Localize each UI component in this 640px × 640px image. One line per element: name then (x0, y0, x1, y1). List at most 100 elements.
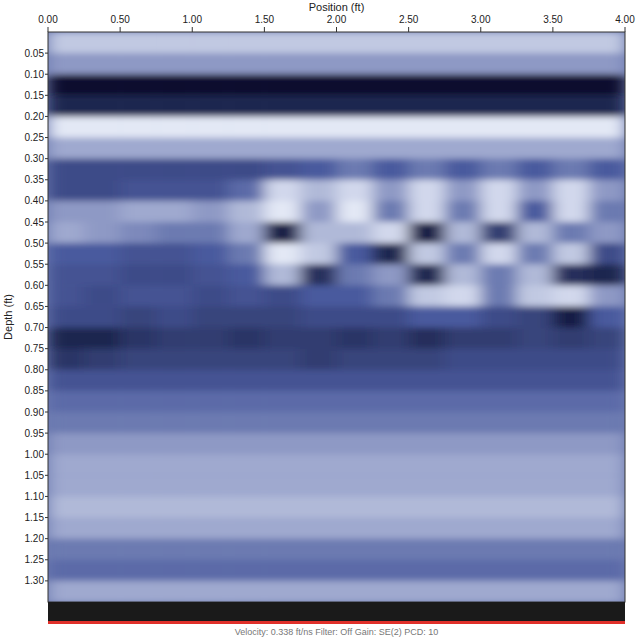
heatmap-cell (264, 74, 301, 96)
heatmap-cell (300, 581, 337, 602)
heatmap-cell (373, 433, 410, 455)
y-tick (45, 137, 48, 138)
heatmap-cell (84, 581, 121, 602)
heatmap-cell (373, 370, 410, 392)
heatmap-cell (120, 180, 157, 202)
heatmap-cell (156, 433, 193, 455)
y-tick-label: 1.00 (25, 449, 45, 460)
heatmap-cell (445, 243, 482, 265)
heatmap-cell (337, 454, 374, 476)
heatmap-cell (481, 53, 518, 75)
heatmap-cell (445, 180, 482, 202)
heatmap-cell (84, 560, 121, 582)
heatmap-cell (300, 475, 337, 497)
heatmap-cell (228, 222, 265, 244)
x-tick-label: 4.00 (615, 14, 635, 25)
heatmap-cell (300, 264, 337, 286)
heatmap-cell (481, 32, 518, 54)
heatmap-cell (445, 222, 482, 244)
heatmap-cell (373, 138, 410, 160)
heatmap-cell (156, 560, 193, 582)
heatmap-cell (589, 433, 625, 455)
heatmap-cell (48, 454, 85, 476)
heatmap-cell (84, 306, 121, 328)
heatmap-cell (228, 159, 265, 181)
heatmap-cell (48, 116, 85, 138)
y-tick (45, 306, 48, 307)
heatmap-cell (337, 370, 374, 392)
heatmap-cell (264, 349, 301, 371)
heatmap-cell (373, 539, 410, 561)
heatmap-cell (84, 349, 121, 371)
heatmap-cell (228, 328, 265, 350)
heatmap-cell (337, 138, 374, 160)
heatmap-cell (300, 412, 337, 434)
heatmap-cell (445, 370, 482, 392)
y-tick (45, 264, 48, 265)
heatmap-cell (120, 138, 157, 160)
heatmap-cell (481, 581, 518, 602)
heatmap-cell (553, 32, 590, 54)
heatmap-cell (445, 539, 482, 561)
heatmap-cell (589, 306, 625, 328)
heatmap-cell (409, 180, 446, 202)
heatmap-cell (337, 349, 374, 371)
y-tick-label: 1.10 (25, 491, 45, 502)
heatmap-cell (156, 95, 193, 117)
heatmap-cell (409, 285, 446, 307)
heatmap-cell (373, 454, 410, 476)
heatmap-cell (373, 412, 410, 434)
heatmap-cell (48, 243, 85, 265)
heatmap-cell (409, 518, 446, 540)
heatmap-cell (264, 391, 301, 413)
heatmap-cell (517, 349, 554, 371)
heatmap-cell (84, 518, 121, 540)
heatmap-cell (337, 243, 374, 265)
heatmap-cell (48, 32, 85, 54)
x-tick (120, 27, 121, 32)
heatmap-cell (156, 328, 193, 350)
heatmap-cell (589, 454, 625, 476)
heatmap-cell (300, 370, 337, 392)
heatmap-cell (445, 560, 482, 582)
heatmap-cell (481, 306, 518, 328)
y-tick-label: 1.20 (25, 533, 45, 544)
heatmap-cell (373, 560, 410, 582)
heatmap-cell (156, 53, 193, 75)
heatmap-cell (48, 539, 85, 561)
heatmap-cell (84, 116, 121, 138)
heatmap-cell (517, 95, 554, 117)
heatmap-cell (337, 581, 374, 602)
heatmap-cell (337, 328, 374, 350)
heatmap-cell (337, 285, 374, 307)
heatmap-cell (120, 222, 157, 244)
y-tick (45, 53, 48, 54)
heatmap-cell (481, 74, 518, 96)
x-tick-label: 0.50 (110, 14, 130, 25)
heatmap-cell (589, 222, 625, 244)
heatmap-cell (409, 328, 446, 350)
heatmap-cell (300, 222, 337, 244)
heatmap-cell (373, 581, 410, 602)
heatmap-cell (264, 53, 301, 75)
heatmap-cell (481, 95, 518, 117)
heatmap-cell (228, 243, 265, 265)
heatmap-cell (589, 475, 625, 497)
heatmap-cell (373, 32, 410, 54)
heatmap-cell (228, 412, 265, 434)
x-axis-label: Position (ft) (309, 1, 365, 13)
heatmap-cell (517, 433, 554, 455)
heatmap-cell (409, 222, 446, 244)
heatmap-cell (264, 285, 301, 307)
heatmap-cell (517, 180, 554, 202)
heatmap-cell (517, 581, 554, 602)
heatmap-cell (48, 518, 85, 540)
heatmap-cell (84, 138, 121, 160)
heatmap-cell (264, 116, 301, 138)
heatmap-cell (589, 74, 625, 96)
x-tick (264, 27, 265, 32)
heatmap-cell (228, 116, 265, 138)
heatmap-cell (409, 496, 446, 518)
heatmap-cell (373, 95, 410, 117)
heatmap-cell (445, 518, 482, 540)
